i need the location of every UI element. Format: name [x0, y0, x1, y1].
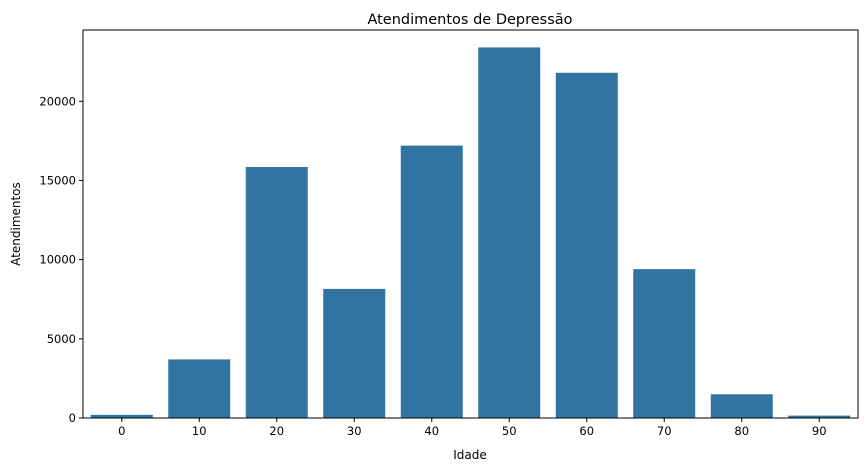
bar-90	[788, 415, 851, 418]
plot-frame	[82, 29, 859, 419]
y-tick-label: 5000	[47, 332, 76, 346]
x-tick-label: 40	[424, 424, 439, 438]
x-tick-label: 50	[502, 424, 517, 438]
y-tick-label: 10000	[39, 253, 76, 267]
y-axis-ticks: 0 5000 10000 15000 20000	[39, 94, 83, 425]
bar-0	[90, 414, 153, 418]
bars-group	[90, 47, 851, 419]
x-tick-label: 90	[812, 424, 827, 438]
x-tick-label: 30	[347, 424, 362, 438]
x-axis-label: Idade	[453, 448, 487, 462]
y-tick-label: 0	[69, 411, 76, 425]
x-tick-label: 80	[734, 424, 749, 438]
bar-80	[710, 394, 773, 418]
bar-40	[400, 145, 463, 419]
bar-20	[245, 166, 308, 418]
y-tick-label: 15000	[39, 173, 76, 187]
bar-60	[555, 72, 618, 418]
y-axis-label: Atendimentos	[9, 182, 23, 266]
x-tick-label: 0	[118, 424, 125, 438]
x-axis-ticks: 0 10 20 30 40 50 60 70 80 90	[118, 418, 827, 438]
y-tick-label: 20000	[39, 94, 76, 108]
chart-title: Atendimentos de Depressão	[367, 12, 572, 28]
bar-70	[633, 269, 696, 418]
x-tick-label: 70	[657, 424, 672, 438]
x-tick-label: 10	[192, 424, 207, 438]
x-tick-label: 20	[269, 424, 284, 438]
x-tick-label: 60	[579, 424, 594, 438]
bar-30	[323, 288, 386, 418]
bar-10	[168, 359, 231, 418]
bar-50	[478, 47, 541, 418]
